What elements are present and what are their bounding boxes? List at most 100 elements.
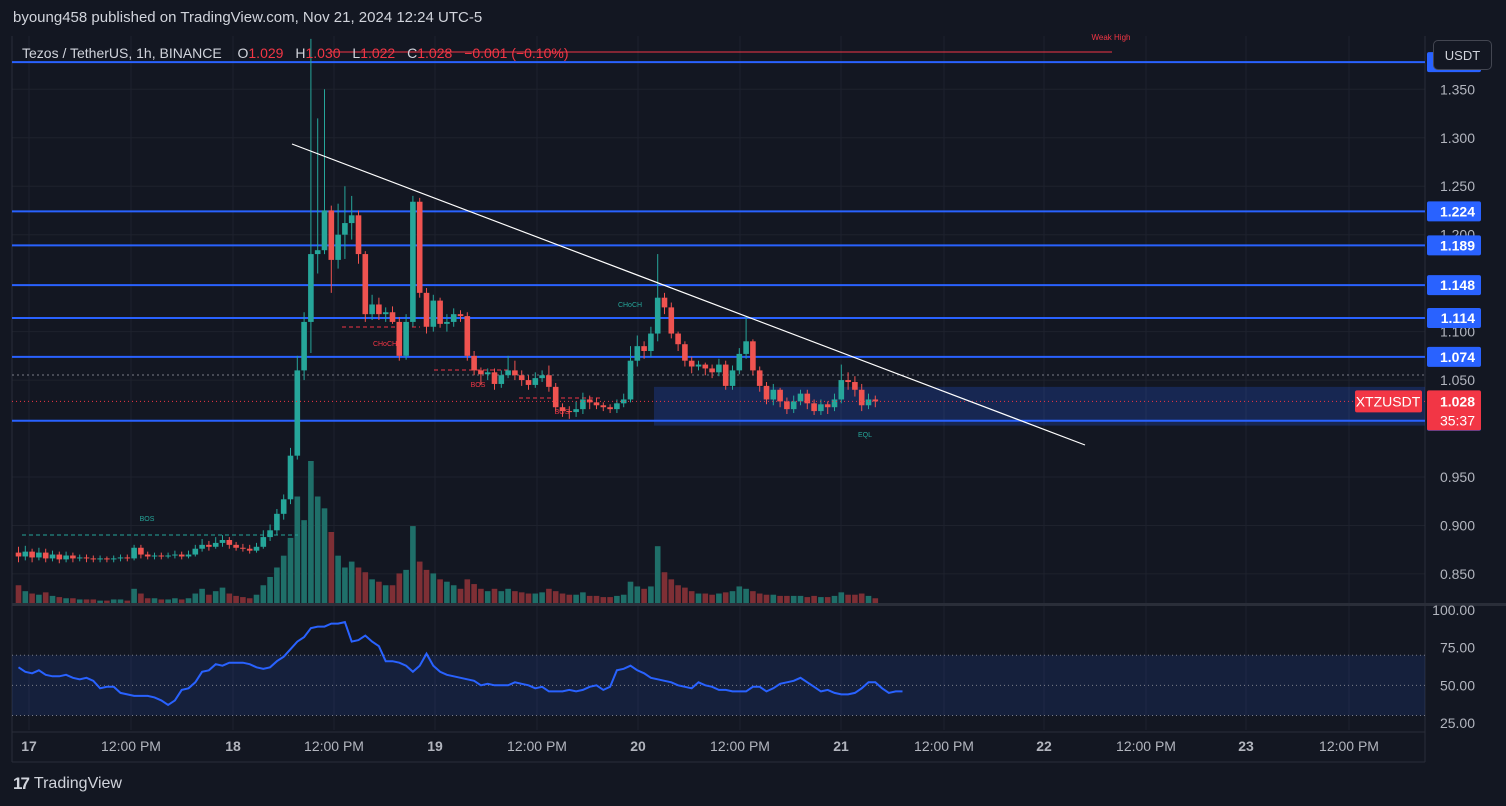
candle-down <box>688 360 695 367</box>
volume-bar <box>246 598 253 603</box>
price-level-badge-label: 1.148 <box>1440 277 1475 293</box>
candle-up <box>267 530 273 538</box>
candle-down <box>423 292 430 327</box>
candle-down <box>328 210 335 260</box>
eql-label: EQL <box>858 432 872 439</box>
candle-up <box>76 557 83 559</box>
trendline <box>291 143 1086 446</box>
candle-down <box>552 386 559 408</box>
candle-up <box>308 254 314 322</box>
volume-bar <box>648 586 654 603</box>
volume-bar <box>784 595 790 603</box>
candle-down <box>457 314 464 317</box>
bos-label: BOS <box>471 382 486 389</box>
candle-down <box>709 368 715 373</box>
volume-bar <box>430 573 437 603</box>
volume-bar <box>22 591 29 603</box>
volume-bar <box>620 594 627 603</box>
candle-down <box>246 548 253 551</box>
volume-bar <box>722 592 729 603</box>
volume-bar <box>498 591 505 603</box>
close-label: C <box>407 45 418 61</box>
symbol-price-badge-label: XTZUSDT <box>1356 393 1421 409</box>
volume-bar <box>403 569 409 603</box>
price-level-badge <box>1427 235 1481 256</box>
open-label: O <box>237 45 249 61</box>
candle-up <box>620 399 627 404</box>
candle-down <box>872 399 879 402</box>
candle-up <box>274 513 280 531</box>
candle-down <box>852 382 858 390</box>
volume-bar <box>104 600 110 603</box>
volume-bar <box>845 594 851 603</box>
volume-bar <box>15 585 22 603</box>
low-value: 1.022 <box>360 45 396 61</box>
volume-bar <box>593 595 600 603</box>
candle-up <box>865 399 872 406</box>
candle-down <box>226 540 233 545</box>
price-level-badge-label: 1.224 <box>1440 203 1475 219</box>
volume-bar <box>165 599 171 603</box>
current-price-label: 1.028 <box>1440 393 1475 409</box>
volume-bar <box>818 597 824 603</box>
time-tick-label: 19 <box>427 738 443 754</box>
candle-up <box>573 409 579 413</box>
candle-down <box>233 544 239 548</box>
weak-high-label: Weak High <box>1092 33 1131 42</box>
volume-bar <box>702 593 709 603</box>
volume-bar <box>872 598 879 603</box>
candle-up <box>444 321 450 324</box>
candle-down <box>70 555 76 559</box>
candle-up <box>280 499 287 514</box>
candle-up <box>185 554 192 557</box>
volume-bar <box>824 597 831 603</box>
volume-bar <box>42 592 49 603</box>
volume-bar <box>308 461 314 603</box>
volume-bar <box>260 585 267 603</box>
countdown-label: 35:37 <box>1440 412 1475 428</box>
volume-bar <box>627 581 634 603</box>
volume-bar <box>90 599 97 603</box>
candle-down <box>471 355 477 371</box>
change-value: −0.001 (−0.10%) <box>464 45 569 61</box>
candle-up <box>36 552 42 558</box>
currency-button[interactable]: USDT <box>1433 40 1492 70</box>
candle-down <box>702 364 709 369</box>
volume-bar <box>29 593 35 603</box>
volume-bar <box>559 593 566 603</box>
candle-up <box>22 551 29 557</box>
volume-bar <box>63 598 69 603</box>
volume-bar <box>253 594 260 603</box>
candle-up <box>505 370 511 376</box>
volume-bar <box>83 599 90 603</box>
price-level-badge <box>1427 346 1481 367</box>
candle-up <box>770 389 777 400</box>
candle-up <box>199 544 205 549</box>
tradingview-logo[interactable]: 17 TradingView <box>13 772 122 796</box>
time-tick-label: 23 <box>1238 738 1254 754</box>
price-tick-label: 0.900 <box>1440 517 1475 533</box>
volume-bar <box>580 592 586 603</box>
volume-bar <box>518 592 525 603</box>
candle-down <box>396 321 403 356</box>
volume-bar <box>804 597 811 603</box>
time-tick-label: 17 <box>21 738 37 754</box>
rsi-pane <box>12 606 1425 730</box>
volume-bar <box>661 572 668 603</box>
candle-down <box>437 300 443 324</box>
candle-up <box>532 378 539 385</box>
candle-down <box>845 380 851 383</box>
volume-bar <box>763 594 770 603</box>
candle-up <box>294 370 301 456</box>
volume-bar <box>110 599 117 603</box>
volume-bar <box>219 587 226 603</box>
candle-up <box>212 542 219 547</box>
price-tick-label: 1.250 <box>1440 178 1475 194</box>
candle-down <box>722 364 729 386</box>
candle-down <box>641 346 647 351</box>
candle-down <box>83 557 90 559</box>
volume-bar <box>614 595 620 603</box>
volume-bar <box>362 572 369 603</box>
high-label: H <box>295 45 306 61</box>
